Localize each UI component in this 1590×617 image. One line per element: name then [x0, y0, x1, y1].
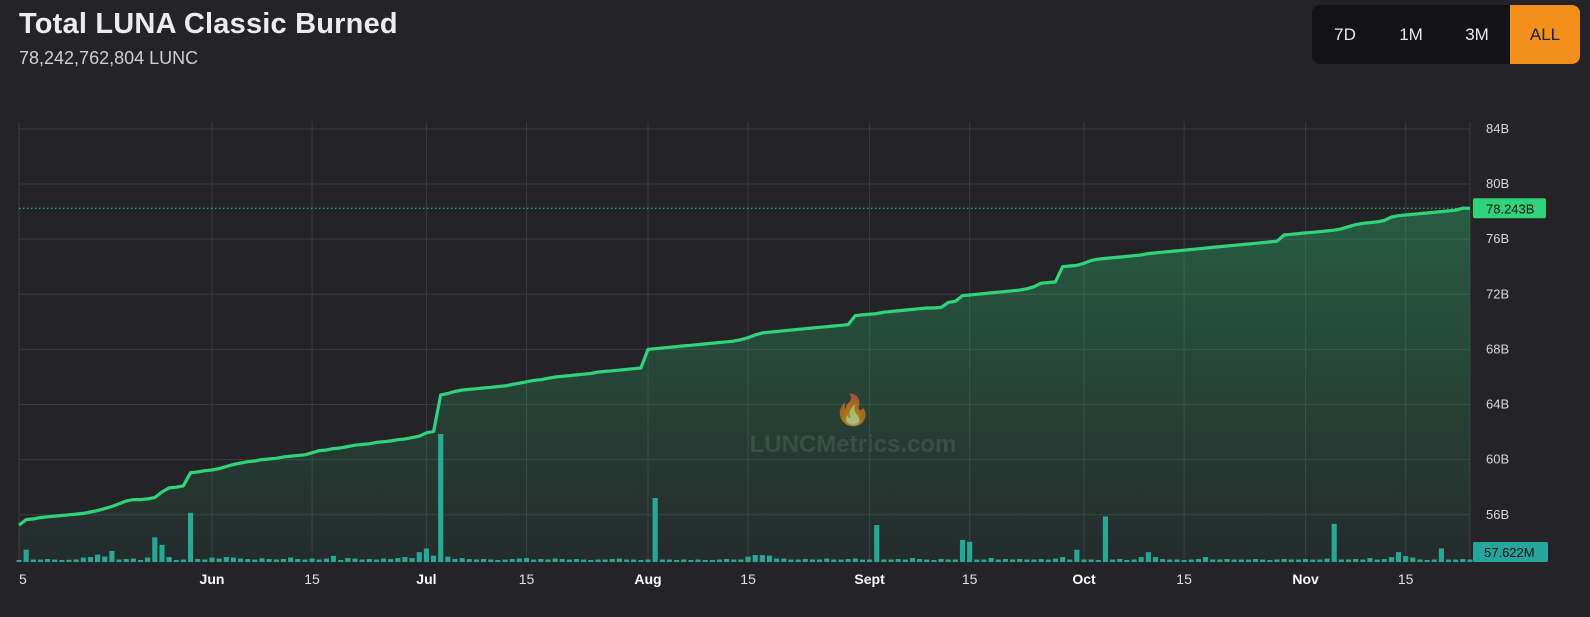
y-tick-label: 64B: [1486, 397, 1509, 412]
last-value-label: 78.243B: [1486, 201, 1534, 216]
y-tick-label: 60B: [1486, 452, 1509, 467]
y-tick-label: 76B: [1486, 231, 1509, 246]
x-tick-label: Sept: [854, 571, 885, 587]
burn-area: [19, 208, 1470, 563]
burn-line: [18, 206, 1471, 527]
x-tick-label: 15: [740, 571, 756, 587]
x-tick-label: Jun: [200, 571, 225, 587]
x-tick-label: 15: [1176, 571, 1192, 587]
y-tick-label: 72B: [1486, 286, 1509, 301]
y-tick-label: 84B: [1486, 121, 1509, 136]
time-range-selector: 7D 1M 3M ALL: [1312, 5, 1580, 64]
x-tick-label: Oct: [1072, 571, 1096, 587]
last-value-badge: [1473, 198, 1546, 219]
y-tick-label: 80B: [1486, 176, 1509, 191]
total-burned-value: 78,242,762,804 LUNC: [19, 48, 199, 68]
y-tick-label: 68B: [1486, 341, 1509, 356]
range-all-button[interactable]: ALL: [1510, 5, 1580, 64]
x-tick-label: Jul: [416, 571, 436, 587]
x-tick-label: 15: [1398, 571, 1414, 587]
chart-title: Total LUNA Classic Burned: [19, 8, 398, 40]
range-3m-button[interactable]: 3M: [1465, 24, 1489, 44]
x-tick-label: 5: [19, 571, 27, 587]
range-1m-button[interactable]: 1M: [1399, 24, 1423, 44]
x-tick-label: 15: [962, 571, 978, 587]
y-tick-label: 56B: [1486, 507, 1509, 522]
x-tick-label: Aug: [634, 571, 661, 587]
x-tick-label: 15: [519, 571, 535, 587]
x-tick-label: Nov: [1292, 571, 1319, 587]
last-volume-badge: [1473, 542, 1548, 562]
chart-header: Total LUNA Classic Burned 78,242,762,804…: [19, 8, 398, 69]
x-tick-label: 15: [304, 571, 320, 587]
range-7d-button[interactable]: 7D: [1334, 24, 1356, 44]
last-volume-label: 57.622M: [1484, 545, 1535, 560]
